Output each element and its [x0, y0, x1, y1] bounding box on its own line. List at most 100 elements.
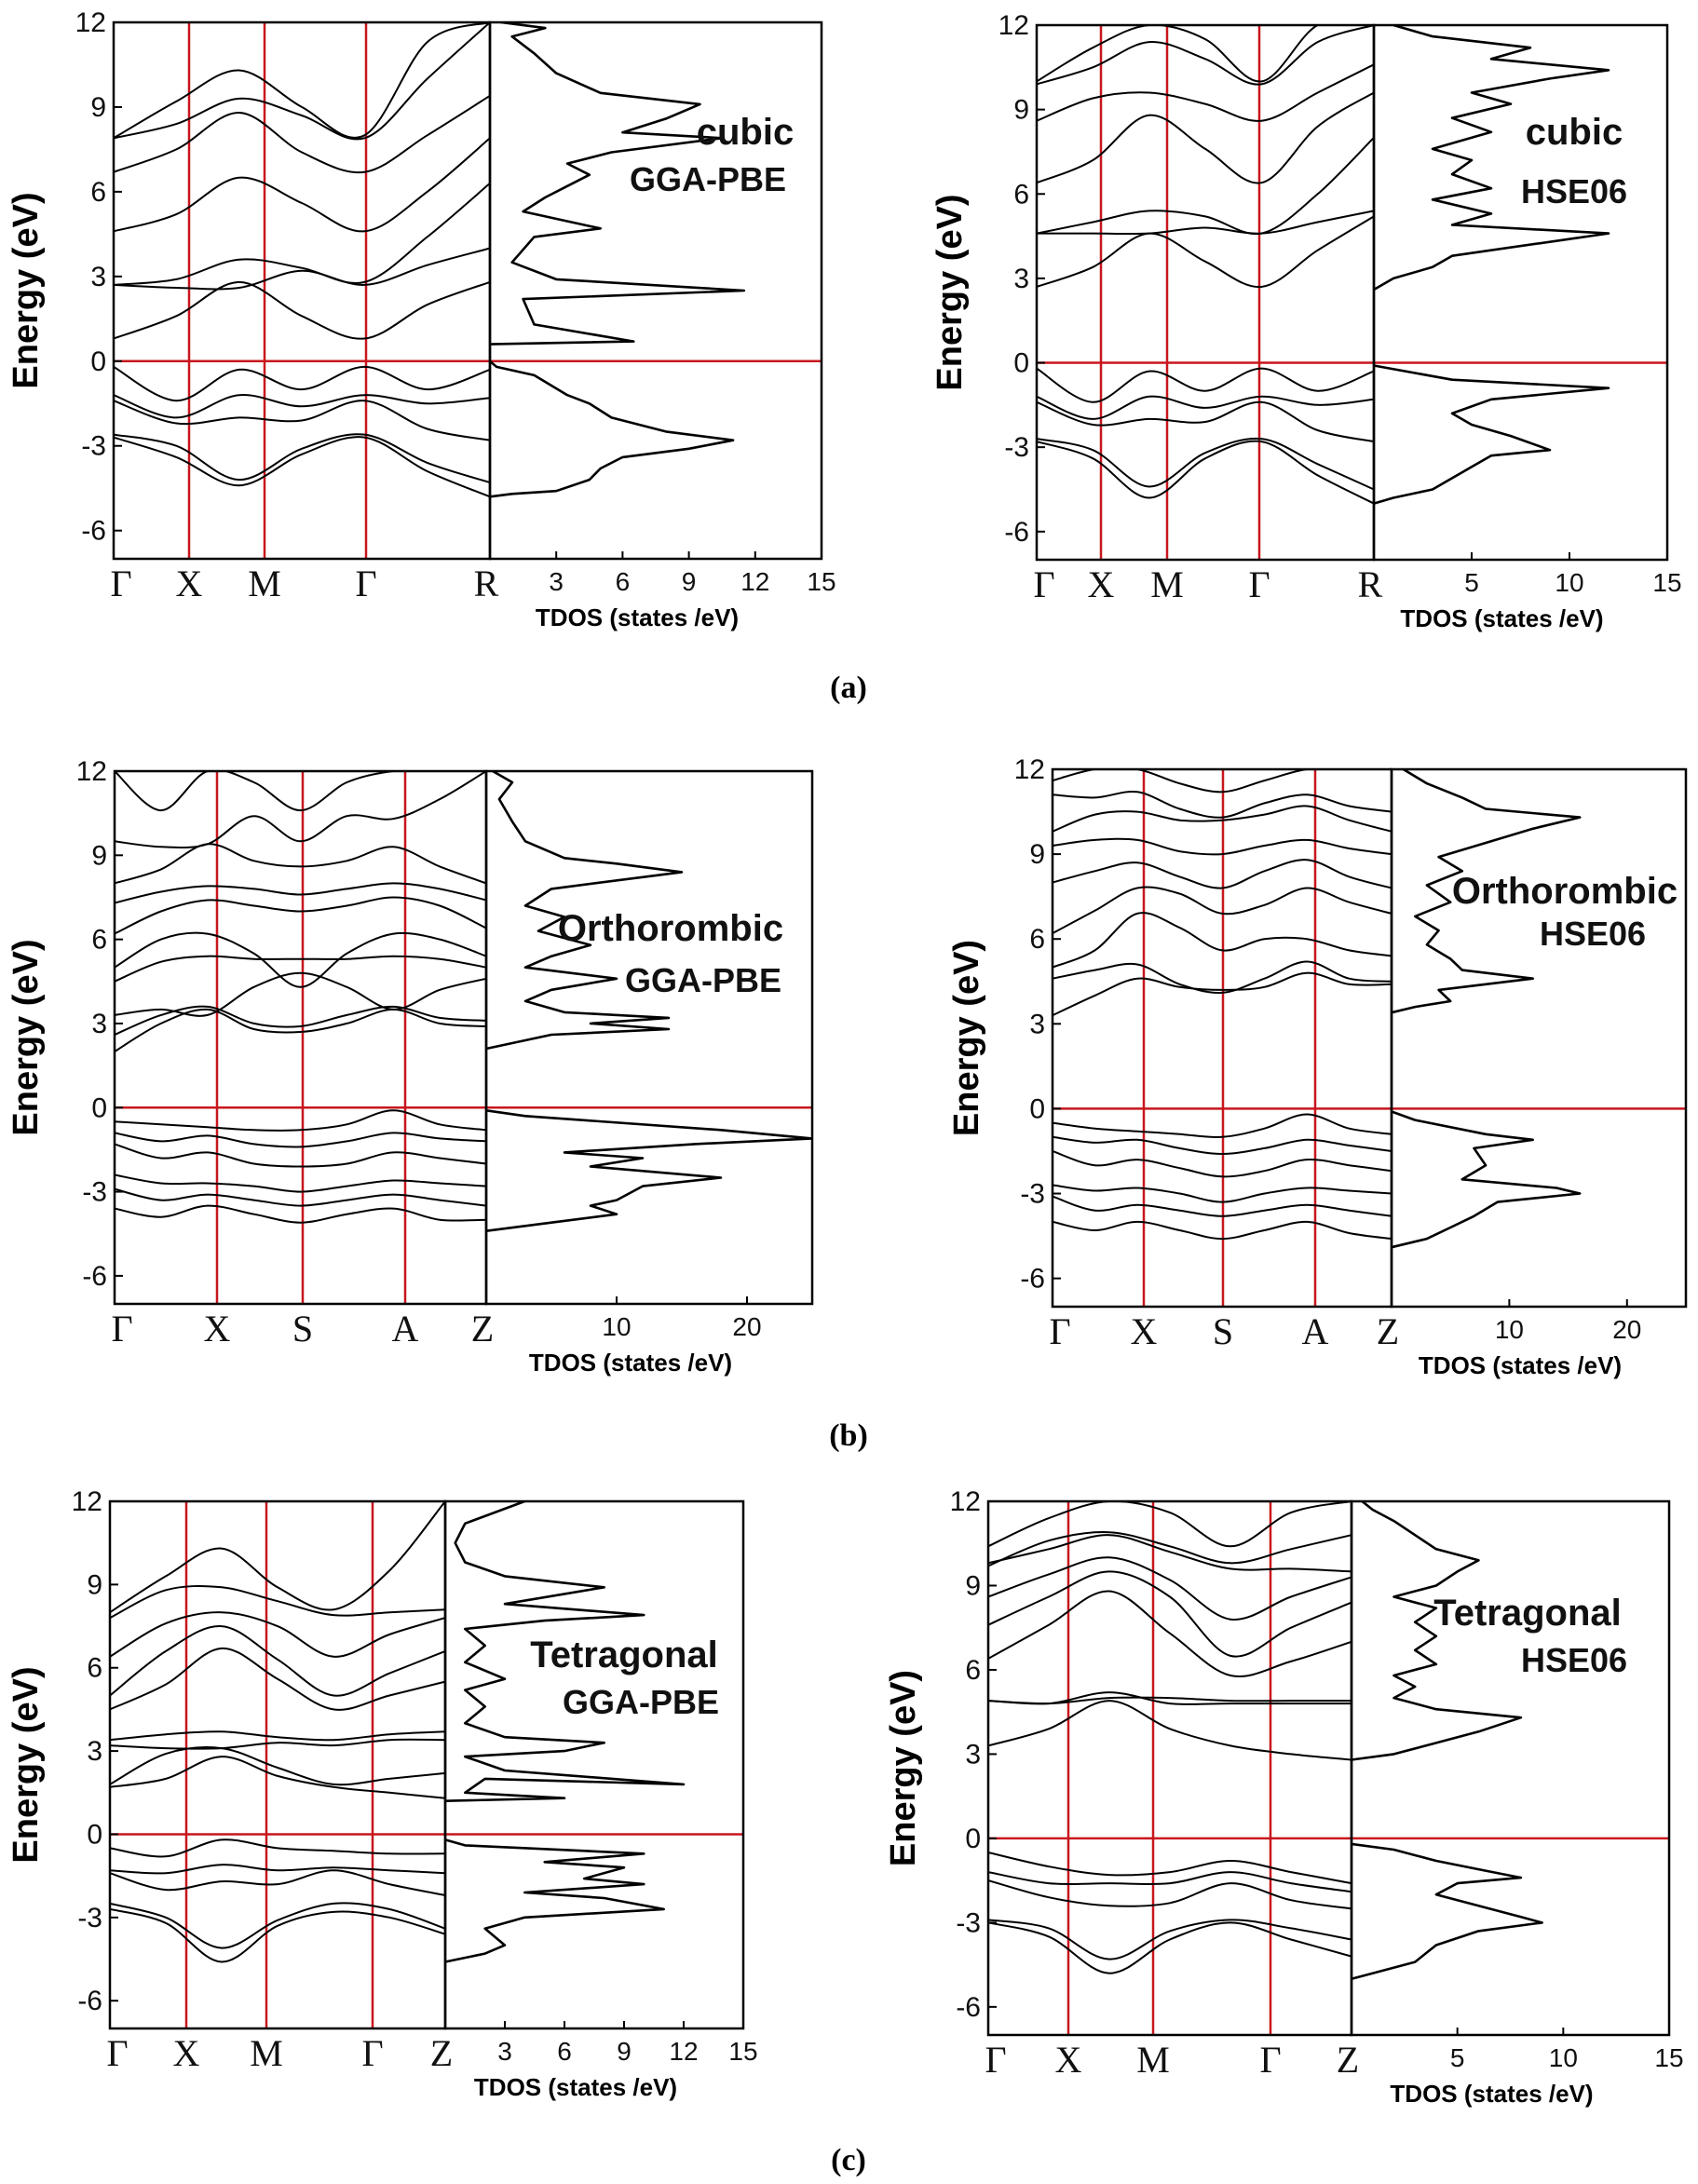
caption-b: (b): [829, 1418, 868, 1453]
band-frame: [986, 1499, 1353, 2037]
tdos-tick-label: 6: [616, 567, 631, 596]
y-tick-label: 6: [90, 177, 106, 208]
method-annotation: HSE06: [1540, 915, 1646, 953]
kpoint-label: Γ: [111, 1308, 132, 1350]
conduction-band-2: [1053, 912, 1392, 969]
y-tick-label: 9: [87, 1569, 102, 1600]
valence-band-13: [1053, 1195, 1392, 1217]
tdos-conduction-curve: [1373, 25, 1610, 292]
tdos-tick-label: 9: [682, 567, 697, 596]
kpoint-label: S: [292, 1308, 313, 1350]
y-tick-label: -3: [1004, 432, 1029, 463]
kpoint-label: Z: [1337, 2039, 1359, 2081]
y-tick-label: 12: [75, 7, 106, 38]
valence-band-13: [110, 1907, 446, 1963]
bands-cubic-hse: [1037, 25, 1375, 505]
y-tick-label: 12: [76, 756, 107, 787]
y-tick-label: 3: [965, 1739, 981, 1770]
kpoint-label: Γ: [1248, 563, 1270, 605]
caption-a: (a): [830, 671, 867, 705]
method-annotation: HSE06: [1521, 1641, 1627, 1679]
tdos-conduction-curve: [1351, 1501, 1523, 1761]
y-tick-label: 12: [998, 10, 1029, 41]
conduction-band-8: [1053, 769, 1392, 794]
y-tick-label: 6: [87, 1653, 102, 1684]
tdos-frame: [488, 20, 823, 561]
y-tick-label: 3: [91, 1009, 107, 1039]
tdos-tick-label: 5: [1464, 568, 1479, 597]
valence-band-7: [1037, 367, 1375, 403]
conduction-band-6: [115, 882, 487, 904]
phase-annotation: cubic: [697, 112, 794, 153]
conduction-band-2: [114, 183, 491, 286]
valence-band-10: [1053, 1135, 1392, 1156]
conduction-band-8: [988, 1501, 1352, 1548]
conduction-band-2: [1037, 137, 1375, 236]
conduction-band-3: [988, 1590, 1352, 1677]
panel-ortho-hse: -6 -3 0 3 6 9 12 Energy (eV) Γ X S A Z 10 20 TDOS (stat…: [947, 754, 1688, 1379]
kpoint-label: Γ: [106, 2032, 128, 2074]
conduction-band-3: [114, 137, 491, 233]
y-tick-label: -6: [77, 1986, 102, 2016]
conduction-band-1: [114, 247, 491, 291]
method-annotation: GGA-PBE: [630, 160, 786, 198]
valence-band-12: [110, 1902, 446, 1949]
conduction-band-1: [1037, 210, 1375, 236]
tdos-frame: [1350, 1499, 1671, 2037]
valence-band-10: [988, 1871, 1352, 1893]
y-tick-label: 6: [965, 1655, 981, 1686]
y-axis-label: Energy (eV): [7, 192, 46, 388]
conduction-band-5: [110, 1625, 446, 1697]
tdos-ortho-hse: [1391, 769, 1582, 1249]
conduction-band-4: [1053, 859, 1392, 889]
kpoint-label: M: [1150, 563, 1184, 605]
y-tick-label: 12: [72, 1486, 102, 1517]
tdos-conduction-curve: [489, 22, 746, 346]
conduction-band-9: [115, 771, 486, 812]
tdos-tick-label: 15: [728, 2037, 757, 2066]
y-tick-label: 6: [91, 925, 107, 956]
kpoint-label: R: [1358, 563, 1383, 605]
y-tick-label: 9: [965, 1570, 981, 1601]
valence-band-11: [110, 1869, 446, 1896]
y-tick-label: 3: [1029, 1009, 1045, 1039]
tdos-valence-curve: [1391, 1110, 1582, 1249]
valence-band-8: [1037, 395, 1375, 420]
tdos-axis-label: TDOS (states /eV): [1390, 2080, 1593, 2108]
conduction-band-6: [110, 1611, 446, 1658]
conduction-band-5: [1053, 837, 1392, 856]
method-annotation: GGA-PBE: [563, 1683, 719, 1721]
conduction-band-8: [115, 771, 487, 849]
kpoint-label: Z: [471, 1308, 494, 1350]
tdos-frame: [1390, 767, 1688, 1309]
y-tick-label: 0: [1013, 348, 1029, 379]
y-axis-label: Energy (eV): [931, 194, 970, 390]
bands-tetra-gga: [110, 1501, 446, 1963]
kpoint-label: Z: [430, 2032, 453, 2074]
panel-tetra-hse: -6 -3 0 3 6 9 12 Energy (eV) Γ X M Γ Z 5 10 15 TDOS (sta…: [884, 1486, 1684, 2108]
valence-band-7: [114, 365, 491, 402]
conduction-band-3: [110, 1730, 446, 1742]
conduction-band-2: [988, 1696, 1352, 1705]
tdos-axis-label: TDOS (states /eV): [1400, 604, 1603, 632]
conduction-band-0: [1053, 971, 1392, 1017]
y-tick-label: 3: [90, 262, 106, 292]
y-tick-label: -3: [1020, 1179, 1045, 1210]
tdos-tick-label: 10: [602, 1312, 631, 1341]
kpoint-label: Γ: [985, 2039, 1006, 2081]
phase-annotation: Tetragonal: [1433, 1593, 1622, 1634]
valence-band-10: [114, 433, 491, 484]
conduction-band-0: [114, 280, 491, 340]
kpoint-label: X: [1055, 2039, 1082, 2081]
kpoint-label: X: [1131, 1310, 1158, 1352]
kpoint-label: X: [204, 1308, 231, 1350]
valence-band-9: [110, 1838, 446, 1858]
bands-ortho-hse: [1053, 769, 1392, 1241]
valence-band-14: [115, 1187, 487, 1207]
y-tick-label: 9: [91, 840, 107, 871]
tdos-tetra-hse: [1351, 1501, 1543, 1980]
method-annotation: HSE06: [1521, 172, 1627, 210]
tdos-tick-label: 6: [557, 2037, 572, 2066]
